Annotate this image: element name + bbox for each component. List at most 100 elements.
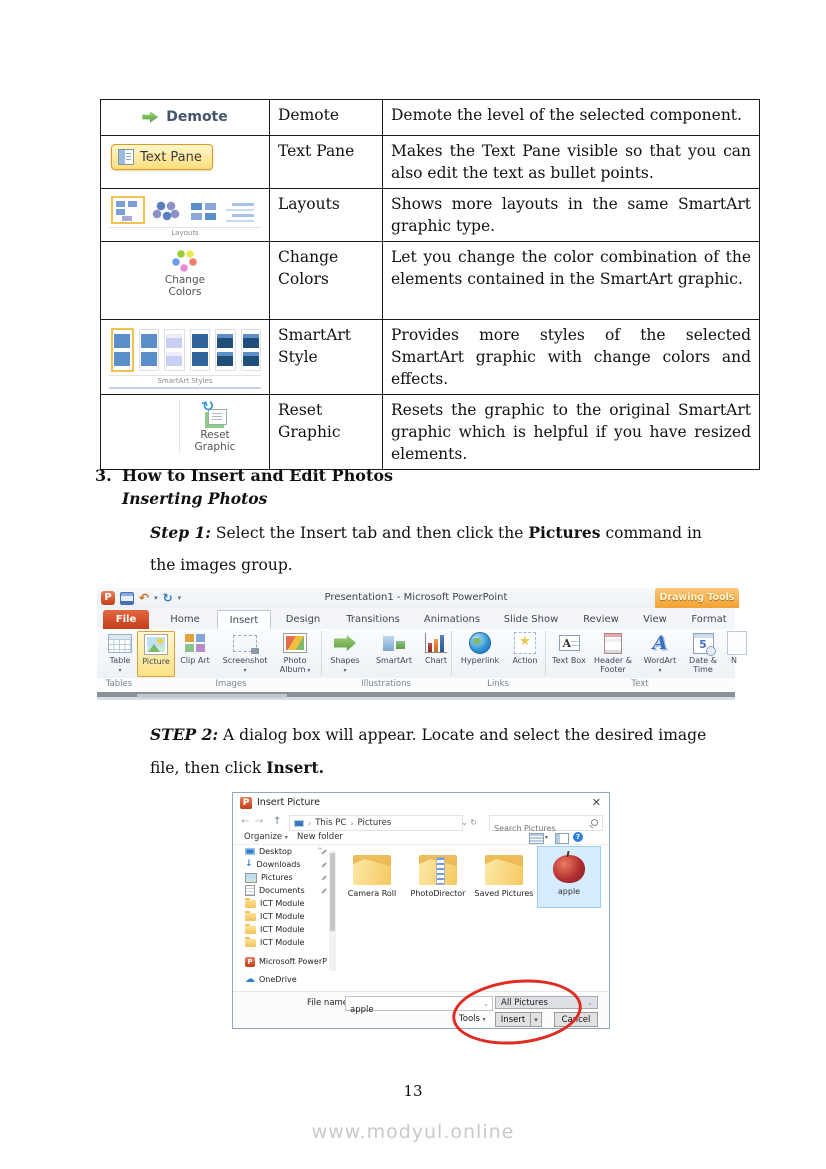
close-icon[interactable]: ✕ xyxy=(591,796,601,809)
tab-design[interactable]: Design xyxy=(285,614,321,625)
undo-icon[interactable]: ↶ xyxy=(139,591,150,605)
sidebar-item-ict-module[interactable]: ICT Module xyxy=(237,897,329,910)
hyperlink-button[interactable]: Hyperlink xyxy=(455,631,505,666)
chevron-down-icon[interactable]: ▾ xyxy=(154,594,158,602)
tools-dropdown[interactable]: Tools ▾ xyxy=(459,1014,486,1024)
tab-animations[interactable]: Animations xyxy=(423,614,481,625)
dialog-title: Insert Picture xyxy=(257,797,320,808)
header-footer-button[interactable]: Header & Footer xyxy=(591,631,635,674)
style-thumbnail-icon xyxy=(189,329,210,371)
chevron-down-icon: ▾ xyxy=(482,1016,486,1023)
text-pane-icon xyxy=(118,149,134,165)
tab-file[interactable]: File xyxy=(103,610,149,629)
slide-thumbnail-edge xyxy=(137,694,287,698)
command-name: Text Pane xyxy=(269,135,383,189)
sidebar-item-ict-module[interactable]: ICT Module xyxy=(237,910,329,923)
refresh-icon[interactable]: ⌄ ↻ xyxy=(461,818,477,827)
section-subheading: Inserting Photos xyxy=(122,489,268,508)
text-pane-button-label: Text Pane xyxy=(140,149,202,165)
table-button[interactable]: Table ▾ xyxy=(100,631,140,675)
demote-button-label: Demote xyxy=(166,109,228,125)
cancel-button[interactable]: Cancel xyxy=(554,1012,598,1027)
sidebar-item-desktop[interactable]: Desktop xyxy=(237,845,329,858)
organize-button[interactable]: Organize ▾ xyxy=(244,832,288,842)
preview-pane-icon[interactable] xyxy=(555,833,569,844)
sidebar-item-documents[interactable]: Documents xyxy=(237,884,329,897)
folder-tile-photodirector[interactable]: PhotoDirector xyxy=(407,855,469,898)
powerpoint-logo-icon[interactable] xyxy=(101,591,115,605)
dialog-body: ^ Desktop ↓ Downloads Pictures Documents … xyxy=(233,845,609,1004)
tab-insert[interactable]: Insert xyxy=(217,610,271,630)
command-name: SmartArt Style xyxy=(269,319,383,395)
sidebar-item-microsoft-powerpoint[interactable]: Microsoft PowerP xyxy=(237,955,329,968)
tab-view[interactable]: View xyxy=(643,614,667,625)
cutoff-button: N xyxy=(725,631,747,666)
search-box[interactable] xyxy=(489,815,603,835)
command-description: Let you change the color combination of … xyxy=(382,241,760,320)
file-type-dropdown[interactable]: All Pictures ⌄ xyxy=(495,996,598,1009)
file-name-input[interactable] xyxy=(346,1004,470,1016)
breadcrumb-this-pc[interactable]: This PC xyxy=(315,818,347,828)
shapes-button[interactable]: Shapes ▾ xyxy=(325,631,365,675)
save-icon[interactable] xyxy=(120,591,134,605)
file-name-box[interactable]: ⌄ xyxy=(345,996,493,1016)
sidebar-scrollbar[interactable] xyxy=(329,851,336,971)
command-description: Resets the graphic to the original Smart… xyxy=(382,394,760,470)
insert-split-dropdown[interactable]: ▾ xyxy=(530,1012,542,1027)
tab-transitions[interactable]: Transitions xyxy=(346,614,400,625)
breadcrumb[interactable]: › This PC › Pictures xyxy=(289,815,463,831)
folder-tile-saved-pictures[interactable]: Saved Pictures xyxy=(473,855,535,898)
chevron-up-icon[interactable]: ^ xyxy=(317,847,323,855)
image-tile-apple-selected[interactable]: apple xyxy=(537,846,601,908)
tab-review[interactable]: Review xyxy=(583,614,619,625)
forward-icon[interactable]: → xyxy=(255,816,264,827)
pin-icon xyxy=(321,861,327,868)
chart-button[interactable]: Chart xyxy=(419,631,453,666)
sidebar-item-ict-module[interactable]: ICT Module xyxy=(237,936,329,949)
change-colors-icon xyxy=(172,250,198,272)
help-icon[interactable] xyxy=(573,832,583,842)
customize-qat-icon[interactable]: ▾ xyxy=(177,594,182,602)
layout-thumbnail-icon xyxy=(111,196,145,224)
navigation-sidebar: Desktop ↓ Downloads Pictures Documents IC… xyxy=(237,845,329,1004)
table-row: Change Colors Change Colors Let you chan… xyxy=(100,241,760,320)
view-options-icon[interactable] xyxy=(529,833,544,844)
folder-icon xyxy=(245,936,256,947)
action-button[interactable]: Action xyxy=(507,631,543,666)
screenshot-button[interactable]: Screenshot ▾ xyxy=(221,631,269,675)
smartart-button[interactable]: SmartArt xyxy=(369,631,419,666)
back-icon[interactable]: ← xyxy=(241,816,250,827)
folder-icon xyxy=(419,855,457,885)
text-box-button[interactable]: Text Box xyxy=(549,631,589,666)
search-input[interactable] xyxy=(490,822,582,835)
clip-art-button[interactable]: Clip Art xyxy=(177,631,213,666)
tab-slide-show[interactable]: Slide Show xyxy=(503,614,559,625)
tab-format[interactable]: Format xyxy=(691,614,727,625)
redo-icon[interactable]: ↻ xyxy=(162,591,173,605)
breadcrumb-pictures[interactable]: Pictures xyxy=(357,818,392,828)
photo-album-button[interactable]: Photo Album ▾ xyxy=(273,631,317,675)
action-star-icon xyxy=(514,632,536,654)
sidebar-item-onedrive[interactable]: OneDrive xyxy=(237,973,329,986)
sidebar-item-ict-module[interactable]: ICT Module xyxy=(237,923,329,936)
file-list: Camera Roll PhotoDirector Saved Pictures… xyxy=(339,845,605,991)
folder-icon xyxy=(353,855,391,885)
group-label-images: Images xyxy=(215,679,247,689)
chevron-down-icon: ▾ xyxy=(284,834,288,841)
up-icon[interactable]: ↑ xyxy=(273,816,282,827)
date-time-button[interactable]: Date & Time xyxy=(683,631,723,674)
sidebar-item-downloads[interactable]: ↓ Downloads xyxy=(237,858,329,871)
new-folder-button[interactable]: New folder xyxy=(297,832,343,842)
tab-home[interactable]: Home xyxy=(170,614,200,625)
picture-button[interactable]: Picture xyxy=(137,631,175,677)
folder-icon xyxy=(245,923,256,934)
style-thumbnail-icon xyxy=(111,328,134,372)
chevron-down-icon: ▾ xyxy=(243,666,247,674)
file-name-label: File name: xyxy=(307,998,351,1008)
chevron-down-icon[interactable]: ▾ xyxy=(545,834,549,841)
wordart-button[interactable]: WordArt▾ xyxy=(639,631,681,675)
date-time-icon xyxy=(692,632,716,656)
folder-tile-camera-roll[interactable]: Camera Roll xyxy=(341,855,403,898)
sidebar-item-pictures[interactable]: Pictures xyxy=(237,871,329,884)
dialog-title-bar: Insert Picture ✕ xyxy=(233,793,609,814)
